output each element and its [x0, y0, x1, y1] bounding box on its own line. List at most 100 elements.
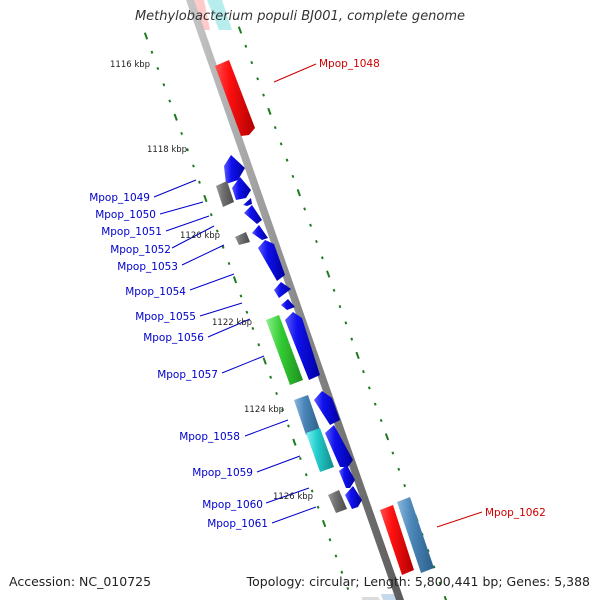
gene-mpop-1053 — [252, 225, 268, 240]
gene-label-mpop-1059: Mpop_1059 — [192, 467, 253, 479]
map-title: Methylobacterium populi BJ001, complete … — [134, 9, 466, 24]
gene-mpop-1051 — [243, 198, 252, 206]
gene-label-mpop-1050: Mpop_1050 — [95, 209, 156, 221]
gene-mpop-1061-rna — [328, 490, 347, 513]
tick-mark — [438, 581, 442, 585]
leader-mpop-1052 — [171, 225, 215, 249]
gene-label-mpop-1052: Mpop_1052 — [110, 244, 171, 256]
gene-mpop-1052 — [244, 205, 262, 224]
tick-mark — [362, 370, 365, 374]
tick-mark — [215, 229, 219, 233]
kbp-label-1126: 1126 kbp — [273, 492, 313, 502]
gene-label-mpop-1062: Mpop_1062 — [485, 507, 546, 519]
tick-mark — [287, 424, 290, 428]
tick-mark — [379, 418, 383, 423]
leader-mpop-1049 — [153, 179, 197, 198]
tick-mark — [245, 310, 249, 314]
tick-mark — [262, 93, 265, 97]
tick-mark — [391, 451, 395, 455]
gene-mpop-1061 — [345, 486, 362, 509]
tick-mark — [150, 50, 154, 54]
kbp-label-1118: 1118 kbp — [147, 145, 187, 155]
leader-mpop-1050 — [159, 201, 204, 215]
tick-track-left — [143, 32, 350, 591]
tick-mark — [373, 402, 377, 406]
tick-mark — [262, 357, 267, 365]
tick-mark — [232, 276, 238, 284]
tick-mark — [168, 99, 172, 103]
gene-label-mpop-1054: Mpop_1054 — [125, 286, 186, 298]
leader-mpop-1062 — [436, 511, 483, 528]
tick-mark — [180, 131, 184, 136]
gene-label-mpop-1058: Mpop_1058 — [179, 431, 240, 443]
leader-mpop-1061 — [271, 506, 317, 524]
tick-mark — [279, 142, 283, 146]
tick-mark — [310, 489, 314, 493]
kbp-label-1124: 1124 kbp — [244, 405, 284, 415]
gene-mpop-1059-rna — [306, 428, 334, 472]
tick-mark — [328, 538, 332, 542]
tick-mark — [355, 351, 360, 360]
gene-label-mpop-1051: Mpop_1051 — [101, 226, 162, 238]
gene-mpop-1062 — [380, 505, 414, 575]
leader-mpop-1054 — [189, 273, 235, 291]
tick-mark — [332, 288, 336, 292]
tick-mark — [340, 570, 344, 574]
tick-mark — [384, 433, 390, 441]
gene-labels: Mpop_1048 Mpop_1062 Mpop_1049 Mpop_1050 … — [89, 58, 546, 530]
gene-mpop-1050-rna — [216, 181, 234, 207]
tick-mark — [296, 189, 301, 197]
kbp-label-1122: 1122 kbp — [212, 318, 252, 328]
gene-mpop-1058-rna — [294, 395, 320, 435]
tick-mark — [143, 32, 149, 40]
accession-text: Accession: NC_010725 — [9, 574, 152, 589]
tick-mark — [281, 408, 284, 412]
gene-label-mpop-1055: Mpop_1055 — [135, 311, 196, 323]
tick-mark — [326, 270, 331, 278]
gene-mpop-1053-rna — [235, 232, 250, 245]
tick-mark — [209, 213, 213, 217]
gene-mpop-1055 — [274, 282, 291, 298]
tick-mark — [298, 456, 302, 461]
leader-mpop-1055 — [199, 302, 243, 317]
tick-mark — [321, 519, 327, 528]
leader-mpop-1058 — [244, 419, 289, 437]
gene-label-mpop-1060: Mpop_1060 — [202, 499, 263, 511]
tick-mark — [443, 595, 448, 600]
tick-mark — [309, 223, 312, 227]
tick-mark — [221, 245, 225, 249]
gene-mpop-1057 — [285, 312, 320, 380]
tick-mark — [269, 375, 273, 379]
tick-mark — [291, 174, 295, 179]
kbp-label-1116: 1116 kbp — [110, 60, 150, 70]
tick-mark — [285, 158, 289, 162]
leader-mpop-1060 — [265, 487, 310, 504]
gene-mpop-1059 — [325, 425, 353, 467]
gene-mpop-1057-rna — [266, 315, 303, 385]
leader-mpop-1056 — [207, 318, 251, 338]
tick-mark — [250, 60, 254, 65]
tick-mark — [275, 391, 278, 396]
tick-mark — [273, 126, 277, 130]
tick-mark — [315, 239, 318, 244]
tick-mark — [334, 554, 338, 558]
gene-label-mpop-1049: Mpop_1049 — [89, 192, 150, 204]
gene-label-mpop-1048: Mpop_1048 — [319, 58, 380, 70]
gene-label-mpop-1057: Mpop_1057 — [157, 369, 218, 381]
label-leaders — [153, 63, 483, 528]
leader-mpop-1057 — [221, 355, 265, 374]
tick-mark — [267, 107, 272, 115]
leader-mpop-1059 — [256, 455, 301, 473]
kbp-label-1120: 1120 kbp — [180, 231, 220, 241]
gene-mpop-1056 — [281, 299, 295, 310]
gene-mpop-1048 — [215, 60, 255, 136]
tick-mark — [432, 565, 436, 569]
tick-mark — [304, 473, 308, 477]
genome-summary-text: Topology: circular; Length: 5,800,441 bp… — [246, 574, 590, 589]
tick-mark — [344, 321, 348, 325]
tick-mark — [257, 343, 261, 347]
gene-label-mpop-1056: Mpop_1056 — [143, 332, 204, 344]
gene-mpop-1050 — [232, 177, 251, 200]
tick-mark — [346, 586, 350, 591]
tick-mark — [156, 66, 160, 71]
